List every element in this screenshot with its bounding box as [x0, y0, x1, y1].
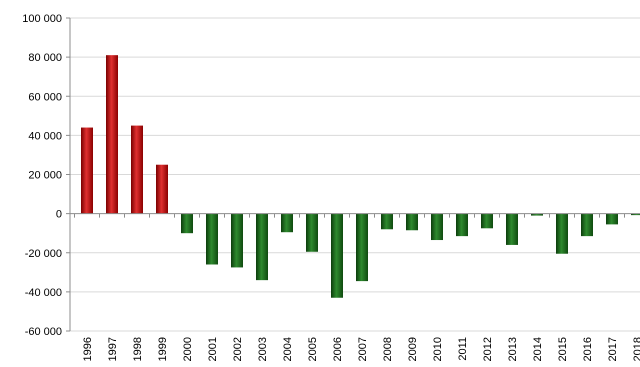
- bar-2005: [306, 213, 318, 252]
- bar-2002: [231, 213, 243, 268]
- x-tick-label: 2000: [182, 337, 194, 361]
- x-tick-label: 2009: [407, 337, 419, 361]
- x-tick-label: 2014: [532, 337, 544, 361]
- x-tick-label: 2004: [282, 337, 294, 361]
- x-tick-label: 2002: [232, 337, 244, 361]
- y-tick-label: 60 000: [28, 91, 62, 103]
- y-tick-label: 80 000: [28, 52, 62, 64]
- x-tick-label: 2010: [432, 337, 444, 361]
- y-tick-label: -60 000: [25, 326, 62, 338]
- bar-2009: [406, 213, 418, 231]
- bar-2011: [456, 213, 468, 237]
- bar-2013: [506, 213, 518, 245]
- x-tick-label: 2018: [632, 337, 640, 361]
- bar-2003: [256, 213, 268, 281]
- bar-1996: [81, 127, 93, 214]
- x-tick-label: 2003: [257, 337, 269, 361]
- x-tick-label: 2005: [307, 337, 319, 361]
- x-tick-label: 2006: [332, 337, 344, 361]
- bar-2018: [631, 213, 640, 216]
- bar-2016: [581, 213, 593, 237]
- y-axis-tick-labels: -60 000 -40 000 -20 000 0 20 000 40 000 60 000…: [22, 13, 62, 338]
- x-tick-label: 2017: [607, 337, 619, 361]
- bar-1998: [131, 125, 143, 214]
- y-tick-label: -20 000: [25, 248, 62, 260]
- x-tick-label: 2012: [482, 337, 494, 361]
- bar-2012: [481, 213, 493, 229]
- bars: [81, 55, 640, 298]
- x-tick-label: 1999: [157, 337, 169, 361]
- x-tick-label: 2008: [382, 337, 394, 361]
- bar-2014: [531, 213, 543, 216]
- bar-2010: [431, 213, 443, 241]
- x-tick-label: 2001: [207, 337, 219, 361]
- bar-2007: [356, 213, 368, 282]
- x-tick-label: 1997: [107, 337, 119, 361]
- bar-2001: [206, 213, 218, 265]
- x-tick-label: 2011: [457, 337, 469, 361]
- x-tick-label: 1998: [132, 337, 144, 361]
- bar-2000: [181, 213, 193, 234]
- bar-1999: [156, 164, 168, 214]
- y-tick-label: 100 000: [22, 13, 62, 25]
- x-tick-label: 2015: [557, 337, 569, 361]
- bar-2006: [331, 213, 343, 298]
- x-tick-label: 2013: [507, 337, 519, 361]
- gridlines: [70, 17, 640, 332]
- y-tick-label: -40 000: [25, 287, 62, 299]
- x-tick-label: 1996: [82, 337, 94, 361]
- bar-1997: [106, 55, 118, 214]
- bar-2004: [281, 213, 293, 233]
- bar-2015: [556, 213, 568, 254]
- x-tick-label: 2007: [357, 337, 369, 361]
- axes: [66, 17, 640, 332]
- y-tick-label: 40 000: [28, 130, 62, 142]
- x-tick-label: 2016: [582, 337, 594, 361]
- y-tick-label: 20 000: [28, 170, 62, 182]
- x-axis-tick-labels: 1996 1997 1998 1999 2000 2001 2002 2003 2004 2005…: [82, 337, 640, 361]
- y-tick-label: 0: [56, 209, 62, 221]
- bar-2008: [381, 213, 393, 230]
- bar-2017: [606, 213, 618, 225]
